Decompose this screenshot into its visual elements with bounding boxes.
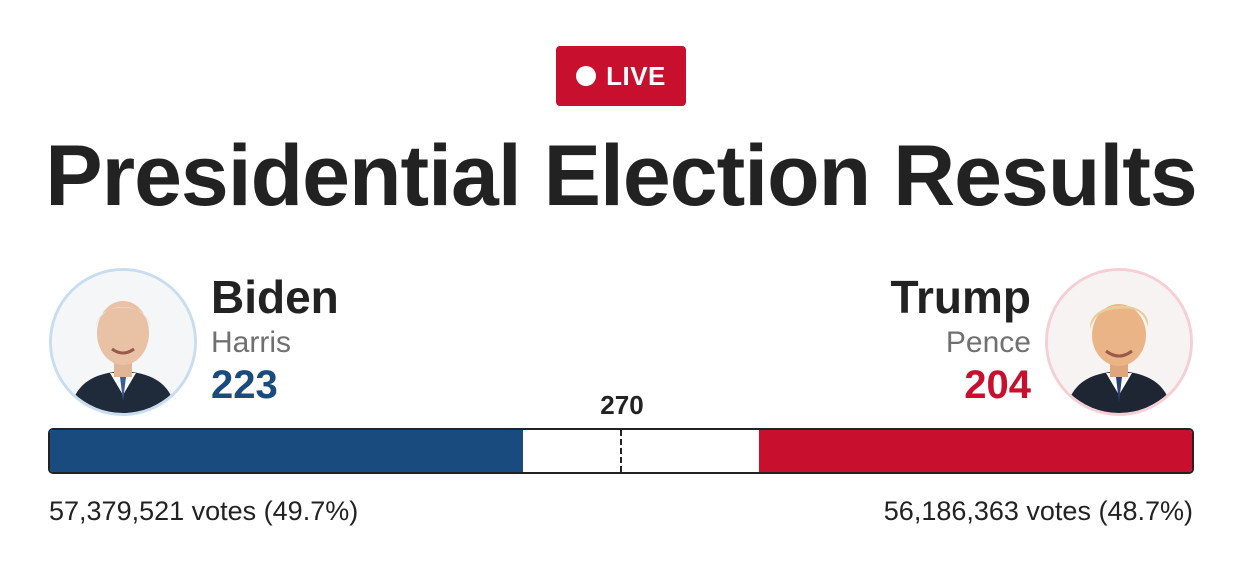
biden-vote-fill	[50, 430, 523, 472]
left-electoral-votes: 223	[211, 363, 278, 407]
threshold-label: 270	[600, 390, 644, 420]
page-title: Presidential Election Results	[45, 128, 1197, 224]
electoral-vote-bar	[48, 428, 1194, 474]
right-running-mate: Pence	[945, 326, 1031, 359]
right-popular-votes: 56,186,363 votes (48.7%)	[883, 496, 1193, 526]
biden-avatar	[49, 268, 197, 416]
left-candidate-name: Biden	[211, 271, 339, 323]
live-badge: LIVE	[556, 46, 686, 106]
trump-vote-fill	[759, 430, 1192, 472]
biden-portrait-icon	[52, 271, 194, 413]
left-running-mate: Harris	[211, 326, 291, 359]
threshold-marker	[620, 430, 622, 472]
trump-portrait-icon	[1048, 271, 1190, 413]
live-dot-icon	[576, 66, 597, 86]
right-candidate-name: Trump	[890, 271, 1031, 323]
trump-avatar	[1045, 268, 1193, 416]
right-electoral-votes: 204	[964, 363, 1031, 407]
live-label: LIVE	[606, 60, 666, 91]
left-popular-votes: 57,379,521 votes (49.7%)	[49, 496, 359, 526]
